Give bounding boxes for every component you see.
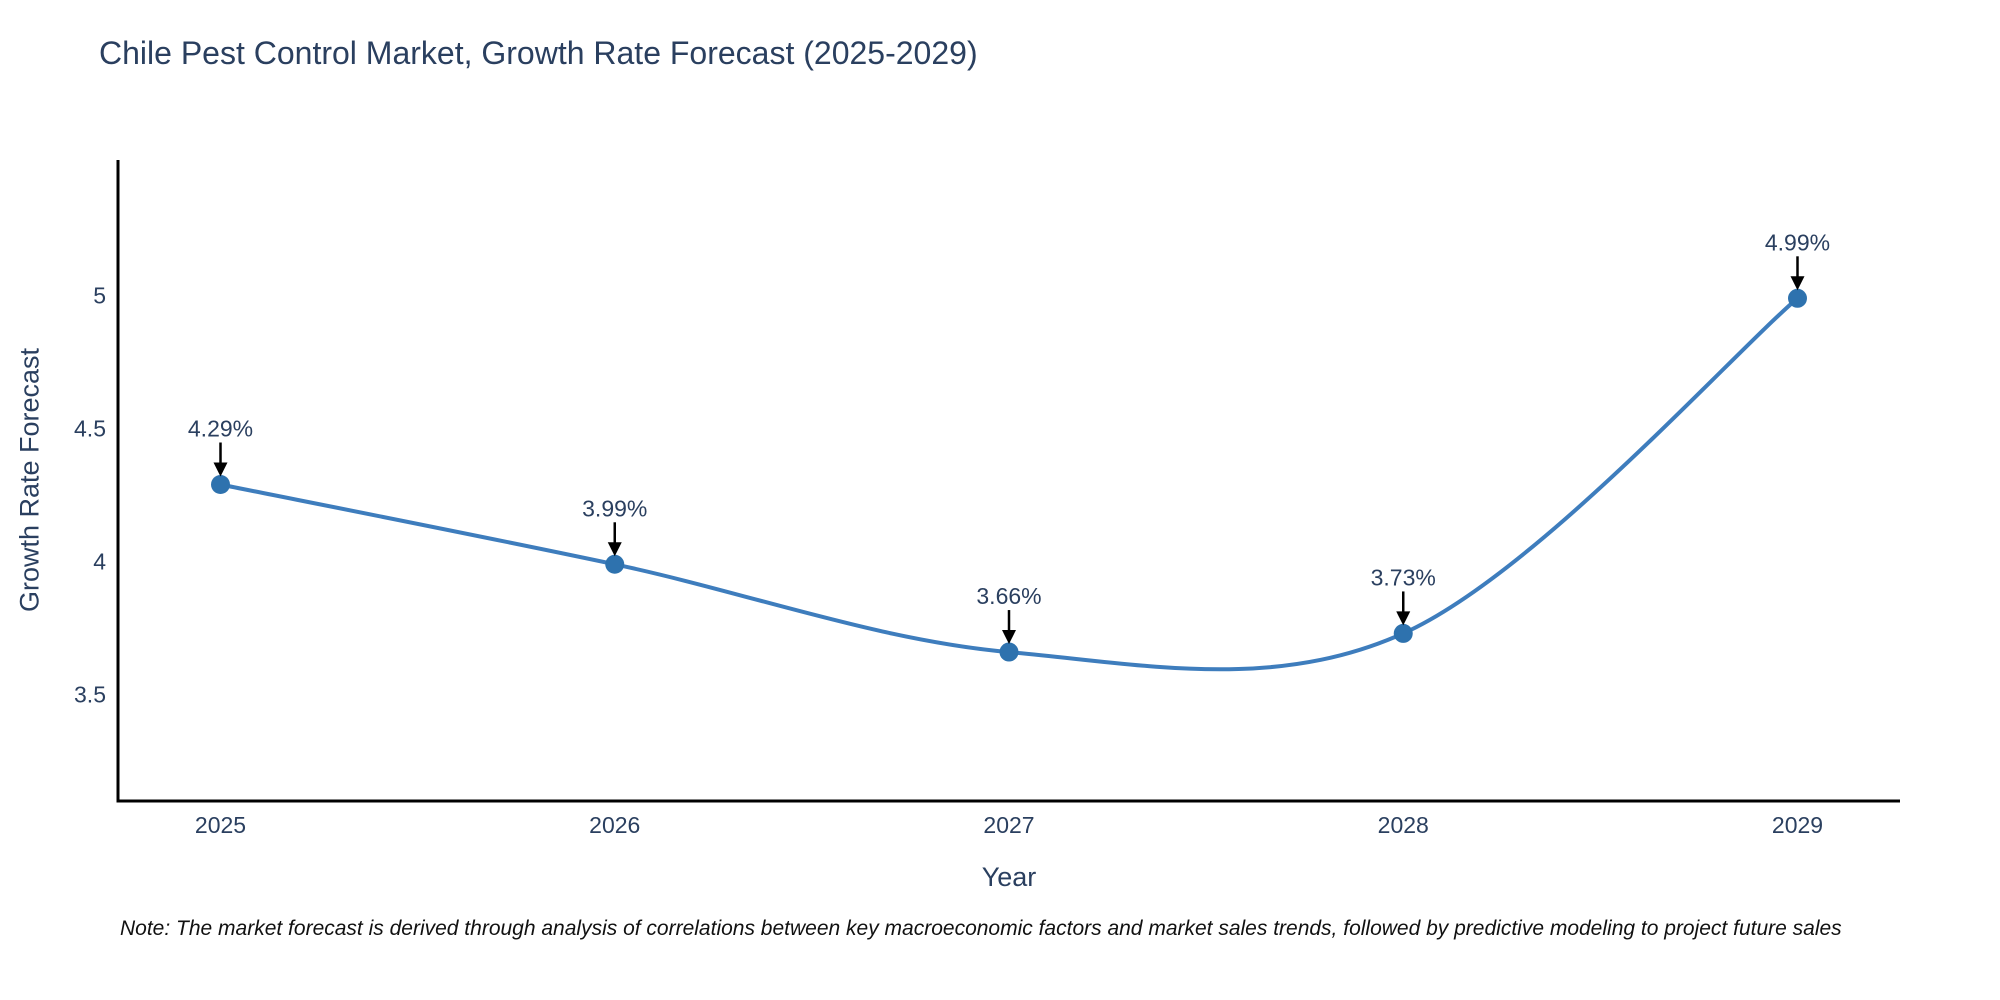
- annotation-label: 4.29%: [188, 415, 253, 441]
- y-tick-label: 4.5: [74, 416, 106, 442]
- data-point-2026[interactable]: [605, 554, 625, 574]
- x-tick-label: 2028: [1378, 812, 1429, 838]
- y-tick-label: 4: [93, 549, 106, 575]
- annotation-arrowhead-icon: [213, 462, 228, 477]
- annotation-arrowhead-icon: [607, 542, 622, 557]
- annotation-label: 3.99%: [582, 495, 647, 521]
- x-axis-title: Year: [981, 862, 1037, 892]
- annotation-label: 3.66%: [976, 583, 1041, 609]
- data-point-2025[interactable]: [211, 474, 231, 494]
- y-tick-label: 3.5: [74, 682, 106, 708]
- x-tick-label: 2026: [589, 812, 640, 838]
- data-point-2027[interactable]: [999, 642, 1019, 662]
- data-point-2028[interactable]: [1393, 623, 1413, 643]
- annotation-arrowhead-icon: [1002, 630, 1016, 645]
- annotation-label: 4.99%: [1765, 229, 1830, 255]
- y-tick-label: 5: [93, 283, 106, 309]
- x-tick-label: 2029: [1772, 812, 1823, 838]
- annotation-arrowhead-icon: [1396, 611, 1411, 626]
- x-tick-label: 2027: [983, 812, 1034, 838]
- chart-title: Chile Pest Control Market, Growth Rate F…: [99, 35, 978, 71]
- forecast-note: Note: The market forecast is derived thr…: [120, 917, 1842, 940]
- annotation-arrowhead-icon: [1790, 276, 1805, 291]
- annotation-label: 3.73%: [1371, 564, 1436, 590]
- x-tick-label: 2025: [195, 812, 246, 838]
- data-point-2029[interactable]: [1787, 288, 1807, 308]
